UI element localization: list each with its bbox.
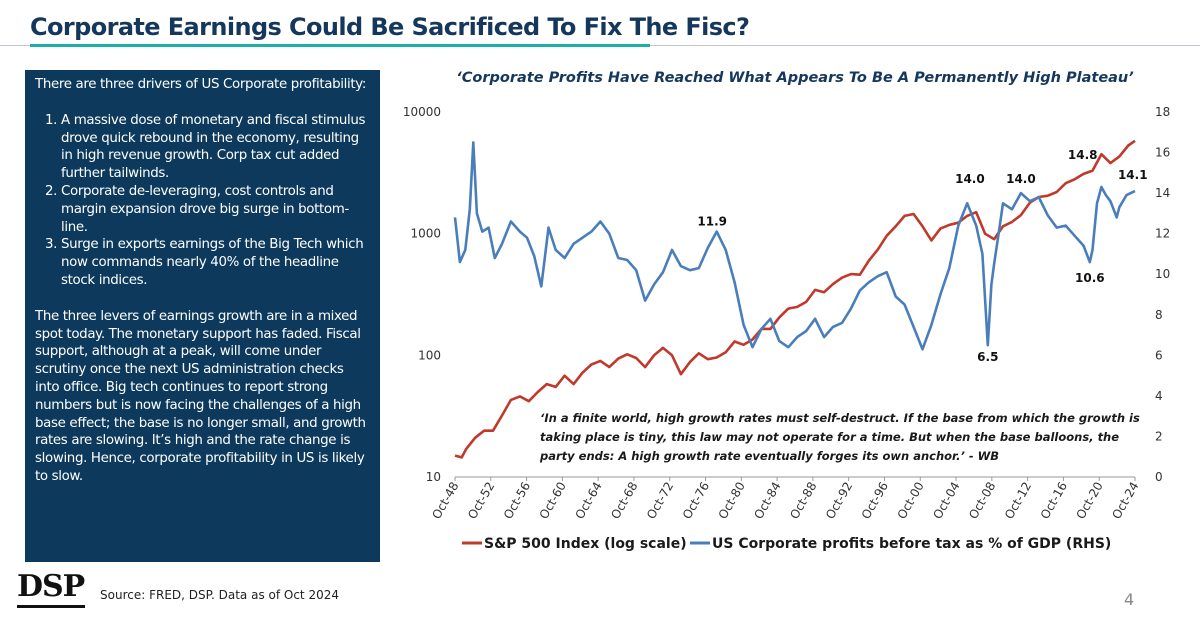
panel-intro: There are three drivers of US Corporate … [35,77,367,92]
x-tick-label: Oct-20 [1074,480,1106,522]
y-left-tick-label: 100 [418,348,441,362]
y-right-tick-label: 12 [1155,227,1170,241]
quote-annotation-line: party ends: A high growth rate eventuall… [539,449,999,463]
driver-item: Corporate de-leveraging, cost controls a… [61,183,370,236]
y-right-tick-label: 6 [1155,348,1163,362]
y-right-tick-label: 4 [1155,389,1163,403]
x-tick-label: Oct-04 [930,480,962,522]
legend-label-profits: US Corporate profits before tax as % of … [712,536,1111,552]
quote-annotation-line: taking place is tiny, this law may not o… [540,430,1119,444]
x-tick-label: Oct-96 [859,480,891,522]
x-tick-label: Oct-48 [429,480,461,522]
data-label: 11.9 [697,215,727,229]
x-tick-label: Oct-24 [1109,480,1141,522]
x-tick-label: Oct-16 [1038,480,1070,522]
y-left-tick-label: 10 [426,470,441,484]
x-tick-label: Oct-00 [895,480,927,522]
legend-label-sp500: S&P 500 Index (log scale) [484,536,687,552]
x-tick-label: Oct-56 [501,480,533,522]
x-tick-label: Oct-52 [465,480,497,522]
y-right-tick-label: 8 [1155,308,1163,322]
earnings-chart: ‘Corporate Profits Have Reached What App… [403,70,1170,552]
driver-item: A massive dose of monetary and fiscal st… [61,112,370,183]
x-tick-label: Oct-68 [608,480,640,522]
x-tick-label: Oct-64 [572,480,604,522]
page-title: Corporate Earnings Could Be Sacrificed T… [30,13,750,41]
x-tick-label: Oct-76 [680,480,712,522]
x-tick-label: Oct-80 [716,480,748,522]
sp500-line [454,139,1136,459]
title-accent-bar [30,44,650,47]
page-number: 4 [1124,590,1135,609]
y-right-tick-label: 10 [1155,267,1170,281]
drivers-list: A massive dose of monetary and fiscal st… [35,112,370,290]
y-right-tick-label: 2 [1155,429,1163,443]
dsp-logo: DSP [17,572,89,608]
data-label: 6.5 [977,350,998,364]
x-tick-label: Oct-72 [644,480,676,522]
commentary-panel: There are three drivers of US Corporate … [25,70,380,562]
logo-text: DSP [17,569,85,604]
y-right-tick-label: 16 [1155,146,1170,160]
data-label: 14.8 [1068,148,1098,162]
x-tick-label: Oct-88 [787,480,819,522]
x-tick-label: Oct-92 [823,480,855,522]
y-right-tick-label: 18 [1155,105,1170,119]
x-tick-label: Oct-12 [1002,480,1034,522]
y-left-tick-label: 1000 [410,227,441,241]
y-right-tick-label: 0 [1155,470,1163,484]
driver-item: Surge in exports earnings of the Big Tec… [61,236,370,289]
y-left-tick-label: 10000 [403,105,441,119]
data-label: 14.1 [1118,168,1148,182]
logo-underline [17,605,85,608]
chart-title: ‘Corporate Profits Have Reached What App… [456,70,1134,86]
x-tick-label: Oct-84 [751,480,783,522]
panel-conclusion: The three levers of earnings growth are … [35,308,366,484]
data-label: 14.0 [955,172,985,186]
quote-annotation-line: ‘In a finite world, high growth rates mu… [540,411,1140,425]
x-tick-label: Oct-08 [966,480,998,522]
x-tick-label: Oct-60 [537,480,569,522]
source-note: Source: FRED, DSP. Data as of Oct 2024 [100,588,339,602]
data-label: 10.6 [1075,271,1105,285]
data-label: 14.0 [1006,172,1036,186]
y-right-tick-label: 14 [1155,186,1170,200]
corporate-profits-line [453,141,1136,351]
